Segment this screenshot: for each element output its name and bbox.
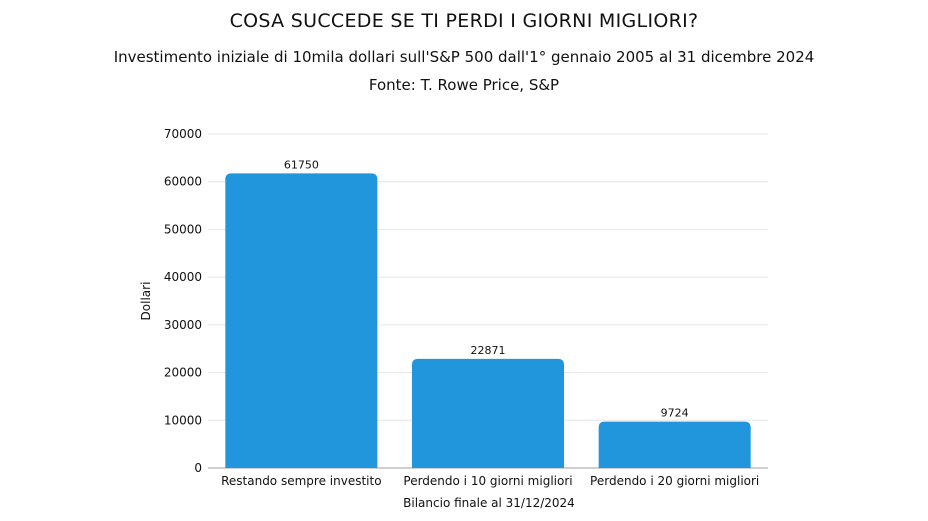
- y-tick-labels: 0 10000 20000 30000 40000 50000 60000 70000: [164, 127, 202, 475]
- chart-subtitle: Investimento iniziale di 10mila dollari …: [113, 48, 815, 66]
- y-axis-label: Dollari: [139, 282, 153, 321]
- bar: [412, 358, 564, 468]
- y-tick-label: 40000: [164, 270, 202, 284]
- y-tick-label: 70000: [164, 127, 202, 141]
- y-tick-label: 0: [194, 461, 202, 475]
- bar: [598, 421, 751, 468]
- y-tick-label: 60000: [164, 175, 202, 189]
- x-tick-label: Perdendo i 20 giorni migliori: [590, 474, 759, 488]
- y-tick-label: 20000: [164, 366, 202, 380]
- x-tick-labels: Restando sempre investito Perdendo i 10 g…: [221, 474, 759, 488]
- bars: [225, 173, 751, 468]
- x-tick-label: Restando sempre investito: [221, 474, 381, 488]
- y-tick-label: 10000: [164, 413, 202, 427]
- chart-source: Fonte: T. Rowe Price, S&P: [368, 76, 560, 94]
- y-tick-label: 30000: [164, 318, 202, 332]
- data-label: 9724: [661, 407, 689, 420]
- x-axis-label: Bilancio finale al 31/12/2024: [403, 496, 575, 510]
- chart-title: COSA SUCCEDE SE TI PERDI I GIORNI MIGLIO…: [229, 10, 699, 32]
- y-tick-label: 50000: [164, 222, 202, 236]
- data-label: 22871: [471, 344, 506, 357]
- x-tick-label: Perdendo i 10 giorni migliori: [403, 474, 572, 488]
- data-label: 61750: [284, 158, 319, 171]
- bar: [225, 173, 378, 468]
- data-labels: 61750 22871 9724: [284, 158, 689, 419]
